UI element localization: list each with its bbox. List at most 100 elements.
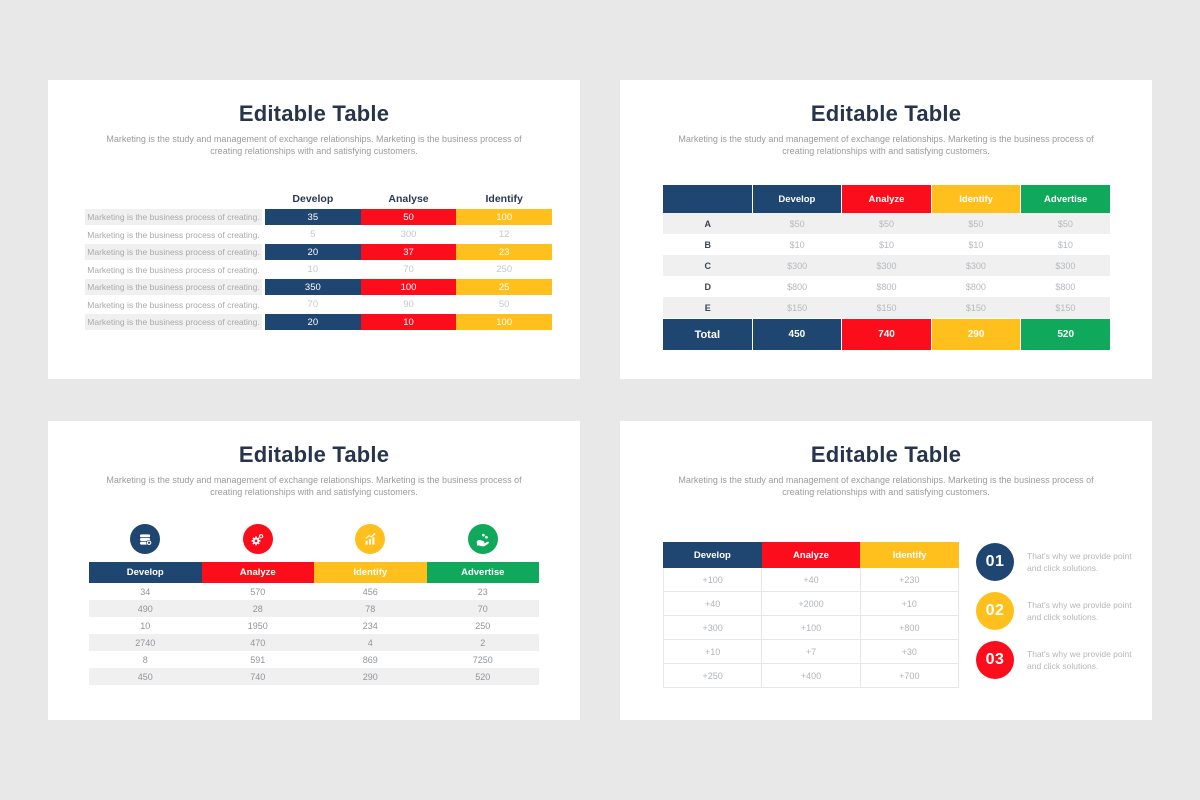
table-header-row: Develop Analyze Identify [663,542,960,568]
table-cell: 591 [250,654,266,665]
table-cell: +230 [899,574,920,585]
row-label: D [704,281,711,292]
table-cell: +30 [901,646,917,657]
table-row: 450 740 290 520 [89,668,539,685]
column-header: Identify [860,542,960,568]
editable-table: Develop Analyze Identify Advertise 34 570 456 2… [89,562,539,685]
row-label: Marketing is the business process of cre… [85,244,262,260]
table-cell: +100 [664,568,763,591]
table-row: 8 591 869 7250 [89,651,539,668]
table-row: C $300 $300 $300 $300 [663,255,1110,276]
growth-chart-icon [355,524,386,554]
table-row: Marketing is the business process of cre… [85,227,552,243]
table-cell: +400 [762,664,861,687]
note-item: 02 That's why we provide point and click … [976,592,1145,630]
table-cell: 456 [362,586,378,597]
column-header: Analyze [201,562,314,583]
table-row: +100 +40 +230 [664,568,958,591]
icon-slot [89,524,202,554]
slide-1-row-highlight-table[interactable]: Editable Table Marketing is the study an… [48,80,580,379]
table-cell: 234 [362,620,378,631]
table-cell: $150 [787,302,808,313]
table-row: 34 570 456 23 [89,583,539,600]
table-cell: 25 [456,279,553,295]
table-row: Marketing is the business process of cre… [85,314,553,330]
table-row: 10 1950 234 250 [89,617,539,634]
icon-slot [202,524,315,554]
table-cell: 520 [475,671,491,682]
table-cell: 100 [360,279,457,295]
table-cell: 70 [477,603,488,614]
slide-title: Editable Table [810,101,962,126]
table-cell: +7 [762,640,861,663]
table-row: A $50 $50 $50 $50 [663,213,1110,234]
table-cell: $800 [787,281,808,292]
note-number-badge: 02 [976,592,1014,630]
table-cell: 37 [360,244,457,260]
slide-4-numbered-notes-table[interactable]: Editable Table Marketing is the study an… [620,421,1152,720]
table-header-row: Develop Analyze Identify Advertise [89,562,539,583]
table-cell: 5 [310,229,316,240]
table-row: 2740 470 4 2 [89,634,539,651]
editable-table: Develop Analyze Identify +100 +40 +230 +40 +200… [663,542,960,688]
table-cell: 10 [307,264,319,275]
table-cell: +800 [899,622,920,633]
column-header: Identify [485,192,523,205]
row-label: E [704,302,711,313]
table-cell: 20 [265,244,361,260]
table-cell: 78 [365,603,376,614]
row-label: C [704,260,711,271]
table-cell: 470 [250,637,266,648]
table-cell: 2740 [135,637,156,648]
table-cell: +700 [899,670,920,681]
table-cell: $10 [879,239,895,250]
table-cell: 23 [456,244,553,260]
table-cell: $300 [965,260,986,271]
table-row: +10 +7 +30 [664,639,958,663]
table-cell: +2000 [762,592,861,615]
column-header: Develop [292,192,334,205]
slide-title: Editable Table [810,442,962,467]
table-cell: 50 [498,299,510,310]
table-cell: 8 [142,654,148,665]
slide-2-totals-table[interactable]: Editable Table Marketing is the study an… [620,80,1152,379]
table-cell: 28 [252,603,263,614]
table-row: 490 28 78 70 [89,600,539,617]
table-cell: +40 [762,568,861,591]
slide-subtitle: Marketing is the study and management of… [678,475,1094,497]
column-spacer [663,185,753,213]
table-cell: $50 [879,218,895,229]
total-cell: 740 [842,319,932,350]
table-row: B $10 $10 $10 $10 [663,234,1110,255]
editable-table: Develop Analyse Identify Marketing is the b… [85,190,553,332]
column-header: Advertise [426,562,539,583]
total-cell: 290 [931,319,1022,350]
table-cell: 570 [250,586,266,597]
column-header: Develop [752,185,843,213]
table-cell: $50 [1057,218,1073,229]
table-row: E $150 $150 $150 $150 [663,297,1110,318]
table-cell: 7250 [472,654,493,665]
column-header: Develop [663,542,762,568]
table-header-row: Develop Analyse Identify [85,190,552,207]
column-icons [89,524,539,554]
total-row: Total 450 740 290 520 [663,319,1110,350]
column-header: Develop [89,562,202,583]
table-cell: 12 [498,229,510,240]
note-number-badge: 03 [976,641,1014,679]
table-cell: +10 [664,640,763,663]
slide-3-icon-columns-table[interactable]: Editable Table Marketing is the study an… [48,421,580,720]
table-cell: 23 [477,586,488,597]
total-cell: 520 [1021,319,1110,350]
table-cell: 250 [475,620,491,631]
table-cell: 100 [456,314,553,330]
slide-subtitle: Marketing is the study and management of… [678,134,1094,156]
table-cell: 90 [403,299,414,310]
table-row: Marketing is the business process of cre… [85,262,552,278]
table-cell: $10 [968,239,984,250]
note-text: That's why we provide point and click so… [1027,600,1132,622]
row-label: Marketing is the business process of cre… [87,264,260,275]
numbered-notes: 01 That's why we provide point and click … [976,543,1145,690]
table-cell: +300 [664,616,763,639]
